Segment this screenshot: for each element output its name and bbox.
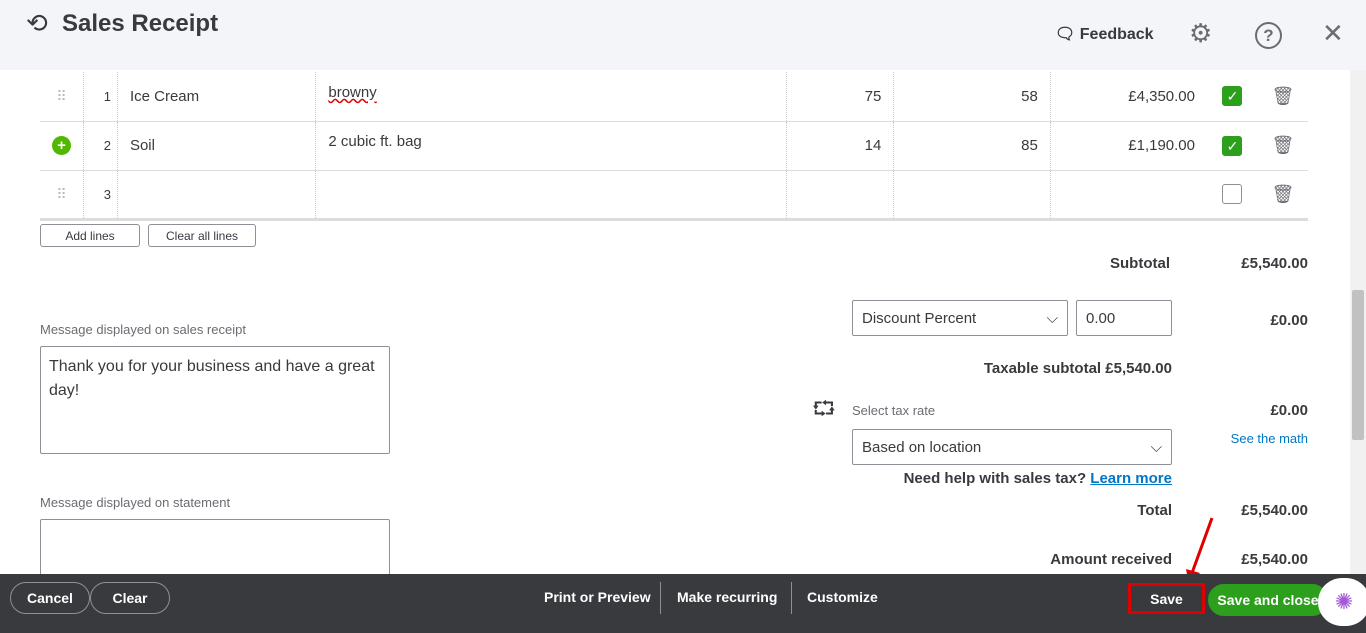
tax-checkbox[interactable]: ✓: [1222, 86, 1243, 107]
chevron-down-icon: ⌵: [1046, 309, 1058, 327]
table-row[interactable]: ⠿ 3 🗑: [40, 170, 1308, 221]
rate-cell[interactable]: [893, 170, 1051, 221]
divider: [791, 582, 792, 614]
trash-icon[interactable]: 🗑: [1271, 135, 1295, 155]
see-the-math-link[interactable]: See the math: [1230, 431, 1308, 446]
description-cell[interactable]: browny: [315, 72, 787, 122]
qty-cell[interactable]: 75: [786, 72, 895, 122]
tax-rate-label: Select tax rate: [852, 403, 936, 418]
header: ⟲ Sales Receipt 🗨 Feedback ⚙ ? ✕: [0, 0, 1366, 70]
drag-handle-icon[interactable]: ⠿: [56, 185, 67, 202]
tax-amount: £0.00: [1270, 402, 1308, 419]
product-cell[interactable]: [117, 170, 317, 221]
gear-icon[interactable]: ⚙: [1189, 18, 1213, 48]
history-icon[interactable]: ⟲: [26, 8, 48, 38]
delete-cell[interactable]: 🗑: [1257, 72, 1308, 122]
tax-cell[interactable]: [1207, 170, 1258, 221]
add-lines-button[interactable]: Add lines: [40, 224, 140, 247]
swap-icon[interactable]: ⮔: [812, 398, 836, 420]
delete-cell[interactable]: 🗑: [1257, 170, 1308, 221]
line-items-table: ⠿ 1 Ice Cream browny 75 58 £4,350.00 ✓ 🗑…: [40, 72, 1308, 221]
customize-link[interactable]: Customize: [807, 589, 878, 605]
receipt-message-label: Message displayed on sales receipt: [40, 322, 246, 337]
sales-tax-help: Need help with sales tax? Learn more: [800, 470, 1172, 487]
tax-cell[interactable]: ✓: [1207, 121, 1258, 171]
save-button[interactable]: Save: [1128, 583, 1205, 614]
print-preview-link[interactable]: Print or Preview: [544, 589, 651, 605]
divider: [660, 582, 661, 614]
subtotal-label: Subtotal: [1110, 255, 1170, 272]
help-text: Need help with sales tax?: [903, 470, 1087, 487]
statement-message-label: Message displayed on statement: [40, 495, 231, 510]
tax-cell[interactable]: ✓: [1207, 72, 1258, 122]
chevron-down-icon: ⌵: [1150, 438, 1162, 456]
taxable-subtotal: Taxable subtotal £5,540.00: [983, 360, 1172, 377]
description-cell[interactable]: [315, 170, 787, 221]
footer-bar: Cancel Clear Print or Preview Make recur…: [0, 574, 1366, 633]
product-cell[interactable]: Ice Cream: [117, 72, 317, 122]
tax-checkbox[interactable]: [1222, 184, 1243, 204]
amount-received-value: £5,540.00: [1241, 551, 1308, 568]
product-cell[interactable]: Soil: [117, 121, 317, 171]
make-recurring-link[interactable]: Make recurring: [677, 589, 778, 605]
rate-cell[interactable]: 58: [893, 72, 1051, 122]
line-number: 2: [83, 121, 118, 171]
line-number: 1: [83, 72, 118, 122]
discount-value: 0.00: [1086, 309, 1116, 327]
tax-rate-value: Based on location: [862, 438, 982, 456]
feedback-label: Feedback: [1079, 26, 1154, 43]
drag-handle-icon[interactable]: ⠿: [56, 87, 67, 104]
tax-checkbox[interactable]: ✓: [1222, 135, 1243, 156]
rate-cell[interactable]: 85: [893, 121, 1051, 171]
qty-cell[interactable]: [786, 170, 895, 221]
amount-cell[interactable]: £1,190.00: [1050, 121, 1207, 171]
discount-type-value: Discount Percent: [862, 309, 977, 327]
page-title: Sales Receipt: [62, 10, 219, 37]
clear-all-lines-button[interactable]: Clear all lines: [148, 224, 256, 247]
trash-icon[interactable]: 🗑: [1271, 183, 1295, 204]
feedback-button[interactable]: 🗨 Feedback: [1055, 24, 1154, 44]
line-number: 3: [83, 170, 118, 221]
tax-rate-select[interactable]: Based on location ⌵: [852, 429, 1172, 465]
discount-amount: £0.00: [1270, 312, 1308, 329]
trash-icon[interactable]: 🗑: [1271, 85, 1295, 106]
add-line-icon[interactable]: +: [52, 136, 71, 155]
discount-type-select[interactable]: Discount Percent ⌵: [852, 300, 1068, 336]
description-cell[interactable]: 2 cubic ft. bag: [315, 121, 787, 171]
description-text: browny: [328, 83, 377, 101]
assistant-brain-icon[interactable]: ✺: [1318, 578, 1366, 626]
description-text: 2 cubic ft. bag: [328, 133, 422, 150]
learn-more-link[interactable]: Learn more: [1090, 470, 1172, 487]
clear-button[interactable]: Clear: [90, 582, 170, 614]
cancel-button[interactable]: Cancel: [10, 582, 90, 614]
save-and-close-button[interactable]: Save and close: [1208, 584, 1328, 616]
table-row[interactable]: + 2 Soil 2 cubic ft. bag 14 85 £1,190.00…: [40, 121, 1308, 171]
receipt-message-input[interactable]: Thank you for your business and have a g…: [40, 346, 390, 454]
amount-cell[interactable]: [1050, 170, 1207, 221]
chat-icon: 🗨: [1055, 26, 1076, 43]
discount-value-input[interactable]: 0.00: [1076, 300, 1172, 336]
delete-cell[interactable]: 🗑: [1257, 121, 1308, 171]
amount-cell[interactable]: £4,350.00: [1050, 72, 1207, 122]
qty-cell[interactable]: 14: [786, 121, 895, 171]
amount-received-label: Amount received: [1050, 551, 1172, 568]
scrollbar-thumb[interactable]: [1352, 290, 1364, 440]
table-row[interactable]: ⠿ 1 Ice Cream browny 75 58 £4,350.00 ✓ 🗑: [40, 72, 1308, 122]
subtotal-value: £5,540.00: [1241, 255, 1308, 272]
total-value: £5,540.00: [1241, 502, 1308, 519]
help-icon[interactable]: ?: [1255, 22, 1282, 49]
close-icon[interactable]: ✕: [1322, 18, 1344, 48]
total-label: Total: [1137, 502, 1172, 519]
